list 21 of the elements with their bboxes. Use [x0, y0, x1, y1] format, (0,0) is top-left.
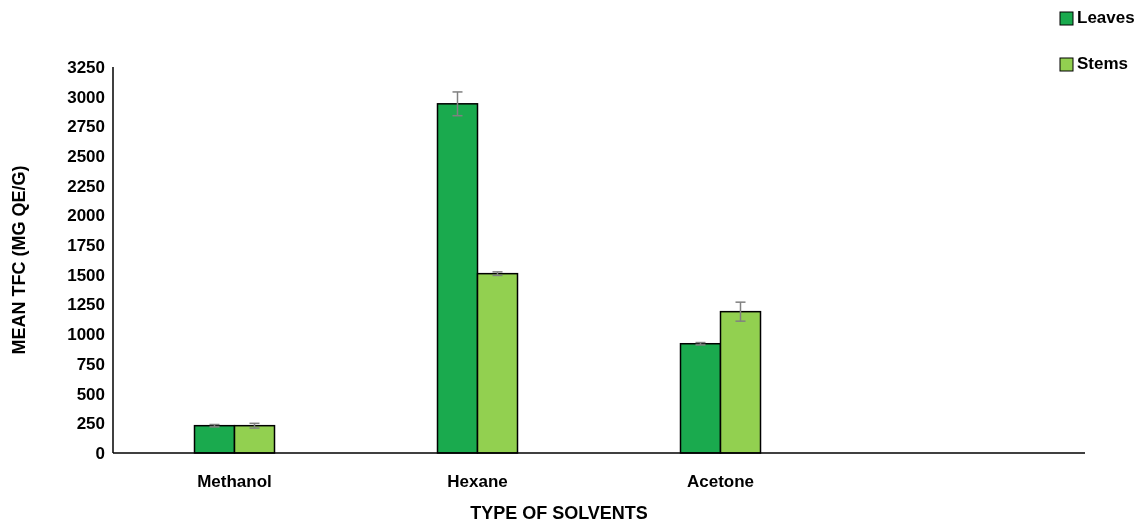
y-tick-label: 3250 — [67, 57, 105, 77]
y-tick-label: 1250 — [67, 295, 105, 315]
x-tick-label: Hexane — [447, 472, 508, 491]
y-tick-label: 1000 — [67, 325, 105, 345]
x-tick-label: Methanol — [197, 472, 272, 491]
y-tick-label: 2250 — [67, 176, 105, 196]
legend-label: Leaves — [1077, 8, 1135, 27]
y-tick-label: 0 — [95, 443, 105, 463]
y-tick-label: 1500 — [67, 265, 105, 285]
y-tick-label: 2000 — [67, 206, 105, 226]
x-axis-title: TYPE OF SOLVENTS — [470, 503, 648, 523]
y-axis-title: MEAN TFC (MG QE/G) — [9, 165, 29, 355]
y-tick-label: 250 — [76, 414, 105, 434]
y-tick-label: 500 — [76, 384, 105, 404]
y-tick-label: 1750 — [67, 236, 105, 256]
y-tick-label: 2750 — [67, 117, 105, 137]
x-tick-label: Acetone — [686, 472, 755, 491]
y-tick-label: 750 — [76, 354, 105, 374]
y-tick-label: 2500 — [67, 147, 105, 167]
legend-label: Stems — [1077, 54, 1129, 73]
y-tick-label: 3000 — [67, 87, 105, 107]
